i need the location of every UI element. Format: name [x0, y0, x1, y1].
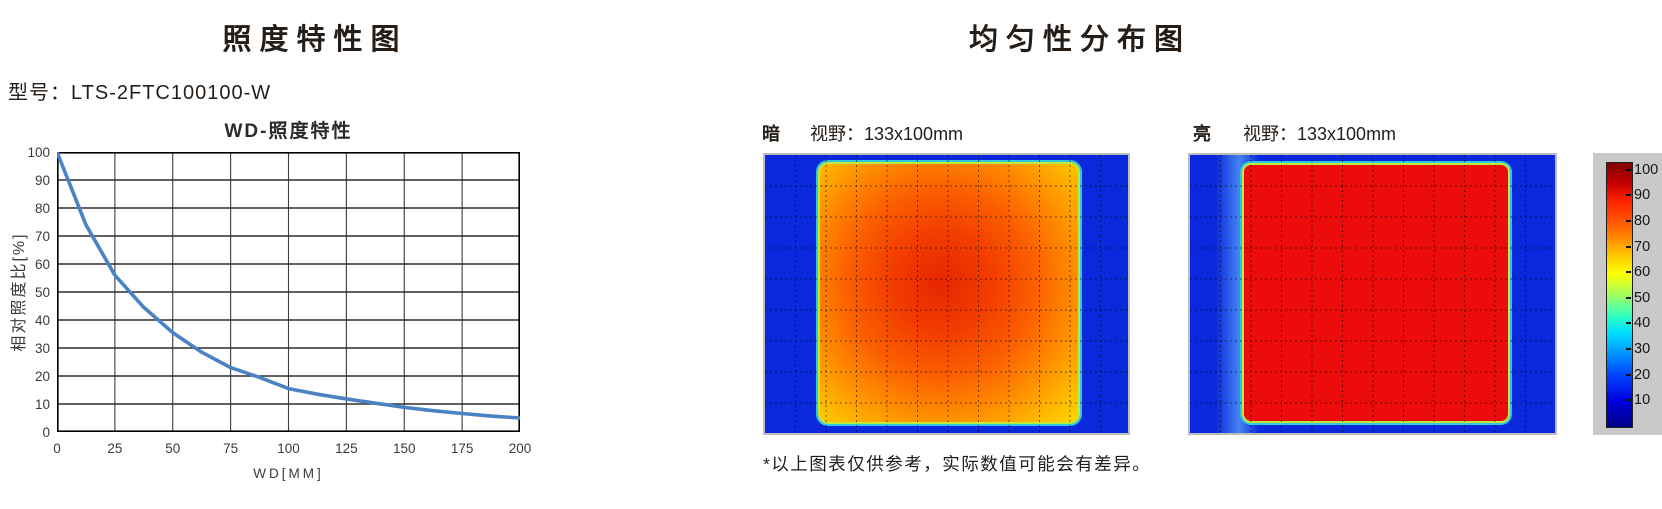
- x-tick-label: 50: [165, 441, 181, 456]
- x-tick-label: 125: [335, 441, 358, 456]
- bright-field-label: 亮: [1193, 124, 1211, 144]
- y-tick-label: 70: [34, 229, 50, 244]
- bright-field-fov: 视野：133x100mm: [1243, 124, 1397, 144]
- colorbar-tick-mark: [1626, 399, 1631, 402]
- colorbar-tick-label: 70: [1634, 238, 1651, 255]
- bright-field-lit-area: [1242, 163, 1510, 423]
- model-number-label: 型号：LTS-2FTC100100-W: [8, 82, 272, 104]
- colorbar-tick-mark: [1626, 219, 1631, 222]
- colorbar-tick-mark: [1626, 348, 1631, 351]
- x-tick-label: 175: [450, 441, 474, 456]
- colorbar-tick-mark: [1626, 373, 1631, 376]
- colorbar-tick-label: 20: [1634, 366, 1651, 383]
- colorbar-panel: 100 90 80 70 60 50 40 30 20 10: [1593, 153, 1662, 435]
- dark-field-grid: [765, 155, 1128, 433]
- colorbar-tick-label: 10: [1634, 392, 1651, 409]
- colorbar-tick-label: 60: [1634, 264, 1651, 281]
- colorbar-tick-label: 30: [1634, 341, 1651, 358]
- line-chart-title: WD-照度特性: [224, 121, 353, 142]
- colorbar-gradient: [1606, 162, 1633, 428]
- disclaimer-note: *以上图表仅供参考，实际数值可能会有差异。: [763, 454, 1152, 474]
- y-axis-title: 相对照度比[%]: [11, 232, 28, 352]
- colorbar-tick-label: 50: [1634, 289, 1651, 306]
- colorbar-tick-label: 40: [1634, 315, 1651, 332]
- y-tick-label: 30: [34, 341, 50, 356]
- colorbar-tick-mark: [1626, 322, 1631, 325]
- y-tick-label: 20: [34, 369, 50, 384]
- left-section-title: 照度特性图: [222, 24, 408, 56]
- wd-illuminance-line-chart: [57, 152, 520, 432]
- x-tick-label: 200: [508, 441, 532, 456]
- y-tick-label: 10: [34, 397, 50, 412]
- bright-field-grid: [1190, 155, 1555, 433]
- dark-field-heatmap: [763, 153, 1130, 435]
- colorbar-tick-mark: [1626, 194, 1631, 197]
- x-tick-label: 75: [223, 441, 239, 456]
- bright-field-heatmap: [1188, 153, 1557, 435]
- x-tick-label: 100: [277, 441, 300, 456]
- colorbar-tick-label: 90: [1634, 187, 1651, 204]
- colorbar-tick-mark: [1626, 296, 1631, 299]
- right-section-title: 均匀性分布图: [968, 24, 1191, 56]
- dark-field-fov: 视野：133x100mm: [810, 124, 964, 144]
- dark-field-caption: 暗 视野：133x100mm: [762, 120, 963, 146]
- colorbar-tick-mark: [1626, 168, 1631, 171]
- y-tick-label: 60: [34, 257, 50, 272]
- colorbar-tick-mark: [1626, 271, 1631, 274]
- y-tick-label: 90: [34, 173, 50, 188]
- x-tick-label: 150: [392, 441, 416, 456]
- y-tick-label: 50: [34, 285, 50, 300]
- y-tick-label: 80: [34, 201, 50, 216]
- dark-field-lit-area: [818, 162, 1080, 424]
- x-tick-label: 0: [53, 441, 61, 456]
- colorbar-tick-label: 80: [1634, 212, 1651, 229]
- x-tick-label: 25: [107, 441, 123, 456]
- y-tick-label: 40: [34, 313, 50, 328]
- y-tick-label: 0: [42, 425, 50, 440]
- y-tick-label: 100: [27, 145, 50, 160]
- dark-field-label: 暗: [762, 124, 780, 144]
- x-axis-title: WD[MM]: [253, 466, 324, 481]
- colorbar-tick-label: 100: [1634, 161, 1659, 178]
- bright-field-caption: 亮 视野：133x100mm: [1193, 120, 1396, 146]
- colorbar-tick-mark: [1626, 245, 1631, 248]
